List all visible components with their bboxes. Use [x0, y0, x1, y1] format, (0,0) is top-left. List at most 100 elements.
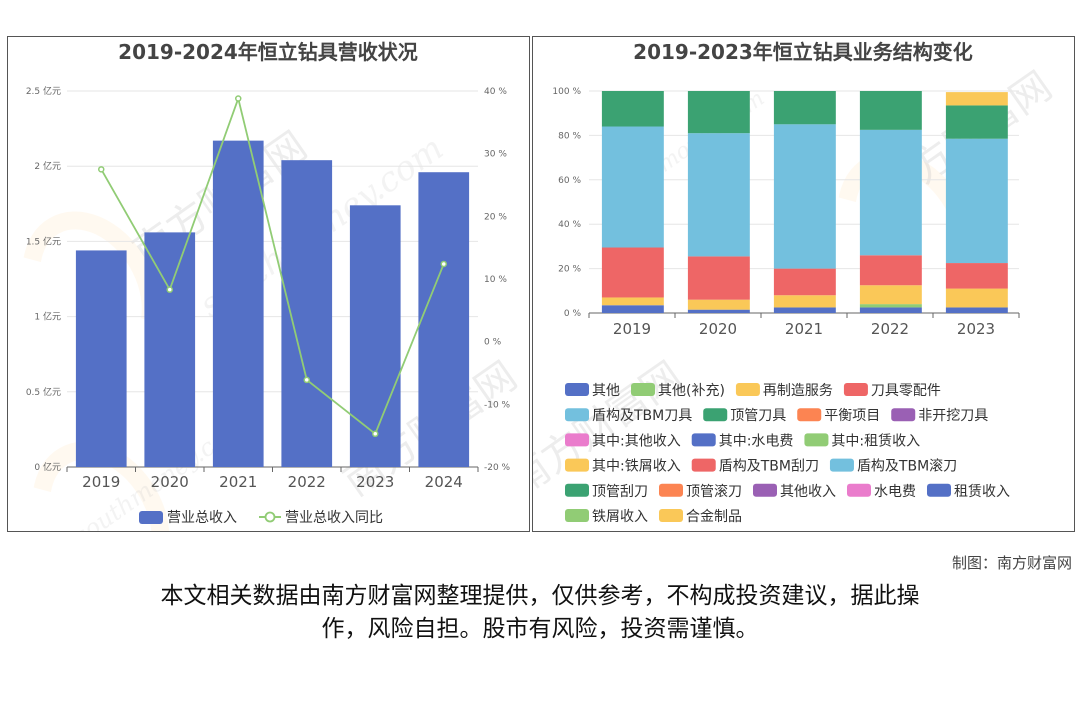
legend-label: 平衡项目	[824, 408, 880, 424]
legend-label: 非开挖刀具	[918, 408, 988, 424]
legend-swatch	[565, 383, 589, 396]
legend-swatch	[829, 458, 854, 472]
legend-swatch	[565, 433, 589, 447]
legend-label: 营业总收入同比	[285, 510, 383, 526]
business-structure-chart-panel: 南方财富网 southmoney.com 南方财富网 2019-2023年恒立钻…	[532, 36, 1075, 532]
revenue-bar	[349, 205, 401, 467]
y-tick-label: 20 %	[558, 265, 581, 275]
stacked-segment	[687, 133, 750, 257]
legend-swatch	[804, 433, 829, 447]
y-left-tick-label: 0.5 亿元	[26, 386, 61, 398]
stacked-segment	[859, 91, 922, 130]
stacked-segment	[601, 247, 664, 298]
legend-swatch	[565, 408, 589, 422]
y-left-tick-label: 2.5 亿元	[26, 85, 61, 97]
revenue-bar	[144, 232, 196, 467]
y-right-tick-label: 0 %	[484, 338, 502, 348]
y-right-tick-label: 10 %	[484, 275, 507, 285]
legend-label: 顶管刮刀	[592, 484, 648, 500]
stacked-segment	[859, 304, 922, 308]
legend-label: 盾构及TBM刀具	[592, 408, 692, 424]
legend-swatch	[565, 458, 589, 472]
legend-swatch	[846, 483, 871, 497]
legend-swatch	[735, 383, 760, 396]
revenue-bar	[281, 160, 333, 467]
stacked-segment	[773, 268, 836, 296]
x-tick-label: 2023	[356, 473, 394, 491]
y-right-tick-label: 20 %	[484, 212, 507, 222]
revenue-chart-panel: 南方财富网 southmoney.com 南方财富网 southmoney.co…	[7, 36, 530, 532]
x-tick-label: 2021	[219, 473, 257, 491]
stacked-segment	[859, 307, 922, 313]
y-left-tick-label: 2 亿元	[34, 160, 61, 172]
stacked-segment	[773, 295, 836, 308]
legend-swatch	[926, 483, 951, 497]
yoy-point	[235, 95, 242, 102]
legend-label: 其他	[592, 383, 620, 399]
legend-swatch	[797, 408, 822, 422]
stacked-segment	[687, 256, 750, 300]
stacked-segment	[687, 309, 750, 313]
stacked-segment	[601, 126, 664, 248]
stacked-segment	[945, 263, 1008, 289]
yoy-point	[303, 376, 310, 384]
legend-label: 其中:水电费	[719, 433, 794, 449]
y-right-tick-label: -20 %	[484, 463, 511, 473]
business-structure-chart: 2019-2023年恒立钻具业务结构变化 0 % 20 % 40 % 60 % 80 % 1…	[552, 40, 1020, 525]
legend-label: 其他收入	[780, 484, 836, 500]
legend-swatch	[565, 483, 589, 497]
legend-swatch	[752, 483, 777, 497]
y-right-tick-label: -10 %	[484, 400, 511, 410]
disclaimer-line-2: 作，风险自担。股市有风险，投资需谨慎。	[321, 616, 759, 642]
stacked-segment	[601, 91, 664, 127]
legend-label: 其他(补充)	[658, 383, 725, 399]
revenue-chart: 2019-2024年恒立钻具营收状况 0 亿元 0.5 亿元 1 亿元 1.5 亿元 2 …	[26, 40, 511, 526]
legend-swatch	[891, 408, 916, 422]
y-left-tick-label: 1.5 亿元	[26, 235, 61, 247]
chart-title: 2019-2024年恒立钻具营收状况	[118, 40, 418, 64]
legend-swatch	[703, 408, 728, 422]
stacked-segment	[773, 91, 836, 125]
x-tick-label: 2022	[871, 320, 909, 338]
legend-label: 营业总收入	[167, 510, 237, 526]
legend-label: 盾构及TBM刮刀	[719, 459, 819, 475]
y-tick-label: 60 %	[558, 176, 581, 186]
stacked-segment	[945, 307, 1008, 313]
legend-swatch	[630, 383, 655, 396]
legend-label: 顶管刀具	[730, 408, 786, 424]
yoy-point	[372, 430, 379, 438]
chart-title: 2019-2023年恒立钻具业务结构变化	[633, 40, 973, 64]
y-tick-label: 100 %	[552, 87, 581, 97]
stacked-segment	[859, 129, 922, 256]
legend-swatch	[691, 433, 716, 447]
legend-label: 刀具零配件	[871, 383, 941, 399]
stacked-segment	[687, 299, 750, 310]
disclaimer-line-1: 本文相关数据由南方财富网整理提供，仅供参考，不构成投资建议，据此操	[160, 583, 920, 609]
revenue-bar	[418, 172, 470, 467]
stacked-segment	[773, 307, 836, 313]
stacked-segment	[945, 105, 1008, 139]
y-left-tick-label: 0 亿元	[34, 461, 61, 473]
yoy-point	[440, 260, 447, 268]
y-right-tick-label: 40 %	[484, 87, 507, 97]
legend-label: 其中:租赁收入	[831, 433, 920, 449]
chart-credit: 制图：南方财富网	[951, 554, 1072, 572]
legend-label: 其中:其他收入	[592, 433, 681, 449]
legend-swatch-yoy-marker	[264, 511, 276, 523]
stacked-segment	[773, 124, 836, 269]
x-tick-label: 2019	[613, 320, 651, 338]
yoy-point	[166, 286, 173, 293]
stacked-segment	[859, 285, 922, 305]
legend-swatch-revenue	[139, 511, 163, 524]
x-tick-label: 2020	[151, 473, 189, 491]
x-tick-label: 2022	[288, 473, 326, 491]
y-tick-label: 40 %	[558, 220, 581, 230]
y-left-tick-label: 1 亿元	[34, 311, 61, 323]
legend-swatch	[658, 483, 683, 497]
x-tick-label: 2024	[425, 473, 463, 491]
x-tick-label: 2021	[785, 320, 823, 338]
x-tick-label: 2019	[82, 473, 120, 491]
legend-swatch	[843, 383, 868, 396]
y-tick-label: 0 %	[564, 309, 582, 319]
yoy-line	[100, 95, 445, 436]
